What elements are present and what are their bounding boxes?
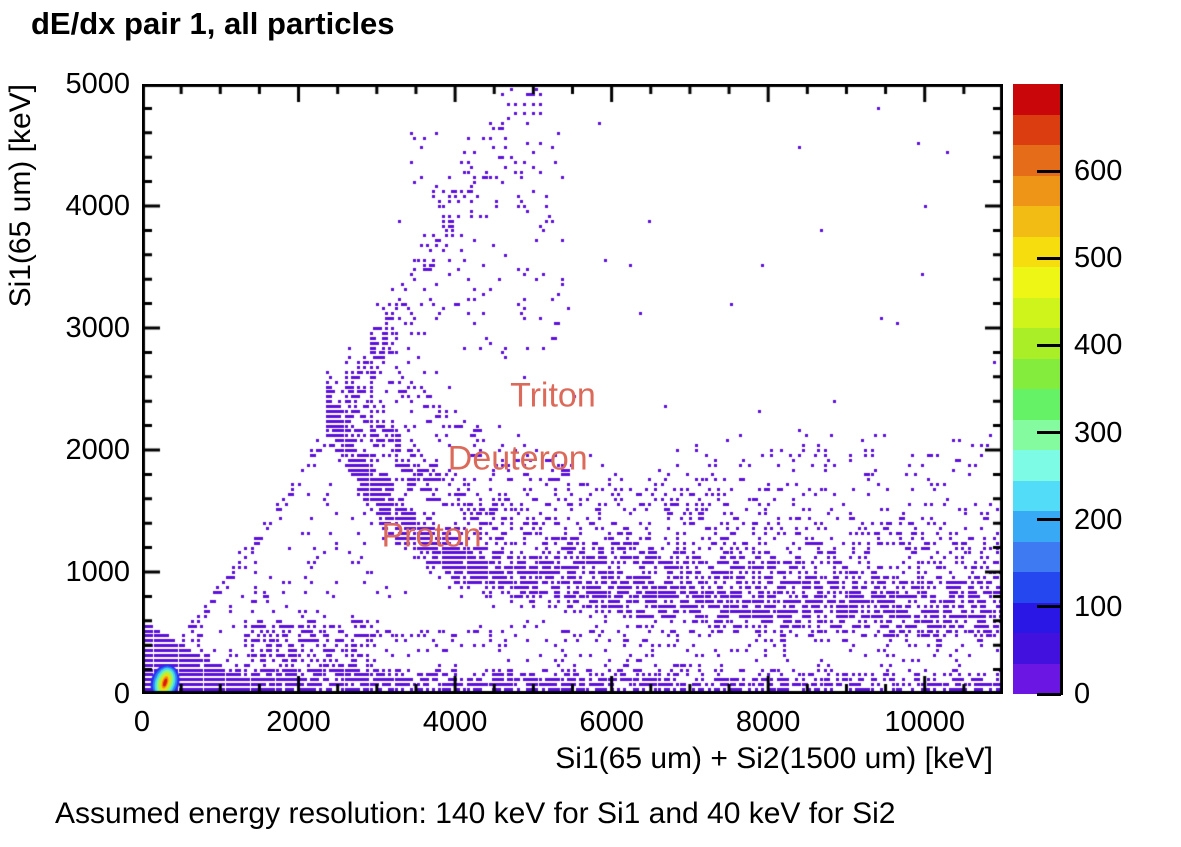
y-tick-label: 1000: [65, 556, 130, 588]
y-tick-label: 5000: [65, 68, 130, 100]
colorbar-tick-mark: [1037, 343, 1061, 347]
colorbar-tick-label: 600: [1074, 155, 1123, 188]
plot-title: dE/dx pair 1, all particles: [31, 6, 395, 41]
colorbar-tick-label: 400: [1074, 329, 1123, 362]
colorbar-band: [1013, 114, 1061, 145]
colorbar-band: [1013, 267, 1061, 298]
colorbar-band: [1013, 633, 1061, 664]
histogram-canvas: [142, 84, 1003, 694]
colorbar-tick-mark: [1037, 605, 1061, 609]
colorbar-tick-mark: [1037, 518, 1061, 522]
colorbar-band: [1013, 175, 1061, 206]
y-axis-label: Si1(65 um) [keV]: [4, 84, 37, 308]
figure-caption: Assumed energy resolution: 140 keV for S…: [55, 797, 896, 830]
y-tick-label: 0: [113, 678, 130, 710]
colorbar-band: [1013, 297, 1061, 328]
colorbar-tick-label: 500: [1074, 242, 1123, 275]
y-tick-label: 2000: [65, 434, 130, 466]
colorbar-axis-line: [1060, 84, 1063, 695]
band-label-proton: Proton: [381, 516, 482, 555]
colorbar-band: [1013, 663, 1061, 694]
y-tick-label: 4000: [65, 190, 130, 222]
x-tick-label: 10000: [884, 706, 966, 738]
colorbar-band: [1013, 206, 1061, 237]
colorbar-tick-label: 200: [1074, 503, 1123, 536]
colorbar-band: [1013, 358, 1061, 389]
colorbar-tick-label: 0: [1074, 678, 1091, 710]
colorbar-band: [1013, 419, 1061, 450]
x-tick-label: 0: [133, 706, 151, 738]
colorbar-tick-mark: [1037, 256, 1061, 260]
colorbar-band: [1013, 328, 1061, 359]
band-label-deuteron: Deuteron: [447, 439, 588, 478]
colorbar-band: [1013, 572, 1061, 603]
colorbar-tick-mark: [1037, 431, 1061, 435]
colorbar-tick-mark: [1037, 169, 1061, 173]
colorbar: [1013, 84, 1061, 694]
colorbar-tick-label: 100: [1074, 590, 1123, 623]
colorbar-band: [1013, 450, 1061, 481]
colorbar-band: [1013, 84, 1061, 115]
colorbar-band: [1013, 480, 1061, 511]
x-tick-label: 6000: [579, 706, 644, 738]
plot-area: Triton Deuteron Proton: [142, 84, 1003, 694]
y-tick-label: 3000: [65, 312, 130, 344]
x-tick-label: 4000: [422, 706, 488, 738]
x-axis-label: Si1(65 um) + Si2(1500 um) [keV]: [555, 742, 993, 775]
colorbar-band: [1013, 541, 1061, 572]
colorbar-band: [1013, 389, 1061, 420]
colorbar-band: [1013, 236, 1061, 267]
colorbar-tick-mark: [1037, 692, 1061, 696]
colorbar-band: [1013, 511, 1061, 542]
band-label-triton: Triton: [510, 376, 596, 415]
colorbar-tick-label: 300: [1074, 416, 1123, 449]
x-tick-label: 2000: [266, 706, 331, 738]
x-tick-label: 8000: [735, 706, 801, 738]
